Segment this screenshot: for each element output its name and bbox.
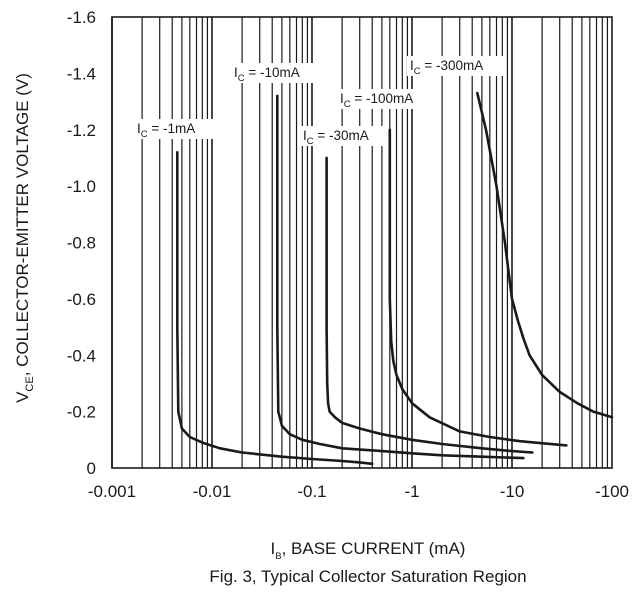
y-tick-label: -0.4 xyxy=(67,346,96,365)
curve-label: IC = -1mA xyxy=(137,121,195,140)
y-axis-title: VCE, COLLECTOR-EMITTER VOLTAGE (V) xyxy=(13,73,36,403)
curve-label-background xyxy=(134,119,214,139)
x-axis-title: IB, BASE CURRENT (mA) xyxy=(271,539,466,562)
y-tick-label: -1.4 xyxy=(67,64,96,83)
y-tick-label: -0.8 xyxy=(67,234,96,253)
curve-5 xyxy=(476,91,614,419)
curve-label-background xyxy=(231,63,319,83)
grid-lines xyxy=(111,16,613,469)
curve-1 xyxy=(176,151,374,466)
y-tick-label: -1.0 xyxy=(67,177,96,196)
plot-frame xyxy=(111,16,613,469)
x-tick-label: -0.1 xyxy=(297,482,326,501)
curve-label: IC = -100mA xyxy=(340,91,413,110)
curve-label: IC = -30mA xyxy=(303,128,369,147)
curve-label: IC = -300mA xyxy=(410,58,483,77)
x-tick-label: -0.01 xyxy=(193,482,232,501)
curve-label-background xyxy=(300,126,388,146)
x-tick-label: -10 xyxy=(500,482,525,501)
curve-labels: IC = -1mA IC = -10mA IC = -30mA IC = -100mA… xyxy=(134,56,505,147)
x-tick-label: -1 xyxy=(404,482,419,501)
y-tick-label: -1.2 xyxy=(67,121,96,140)
curve-label-background xyxy=(337,89,433,109)
x-tick-label: -100 xyxy=(595,482,629,501)
y-tick-label: -0.2 xyxy=(67,403,96,422)
x-tick-label: -0.001 xyxy=(88,482,136,501)
figure-caption: Fig. 3, Typical Collector Saturation Reg… xyxy=(209,567,526,586)
y-tick-label: -1.6 xyxy=(67,8,96,27)
tick-labels: -0.001 -0.01 -0.1 -1 -10 -100 0 -0.2 -0.4 -0.6 -0.… xyxy=(67,8,629,501)
y-tick-label: -0.6 xyxy=(67,290,96,309)
y-tick-label: 0 xyxy=(87,459,96,478)
curve-4 xyxy=(388,128,568,447)
curve-3 xyxy=(325,156,534,454)
curves xyxy=(176,91,614,466)
curve-2 xyxy=(276,94,525,460)
curve-label: IC = -10mA xyxy=(234,65,300,84)
curve-label-background xyxy=(407,56,505,76)
